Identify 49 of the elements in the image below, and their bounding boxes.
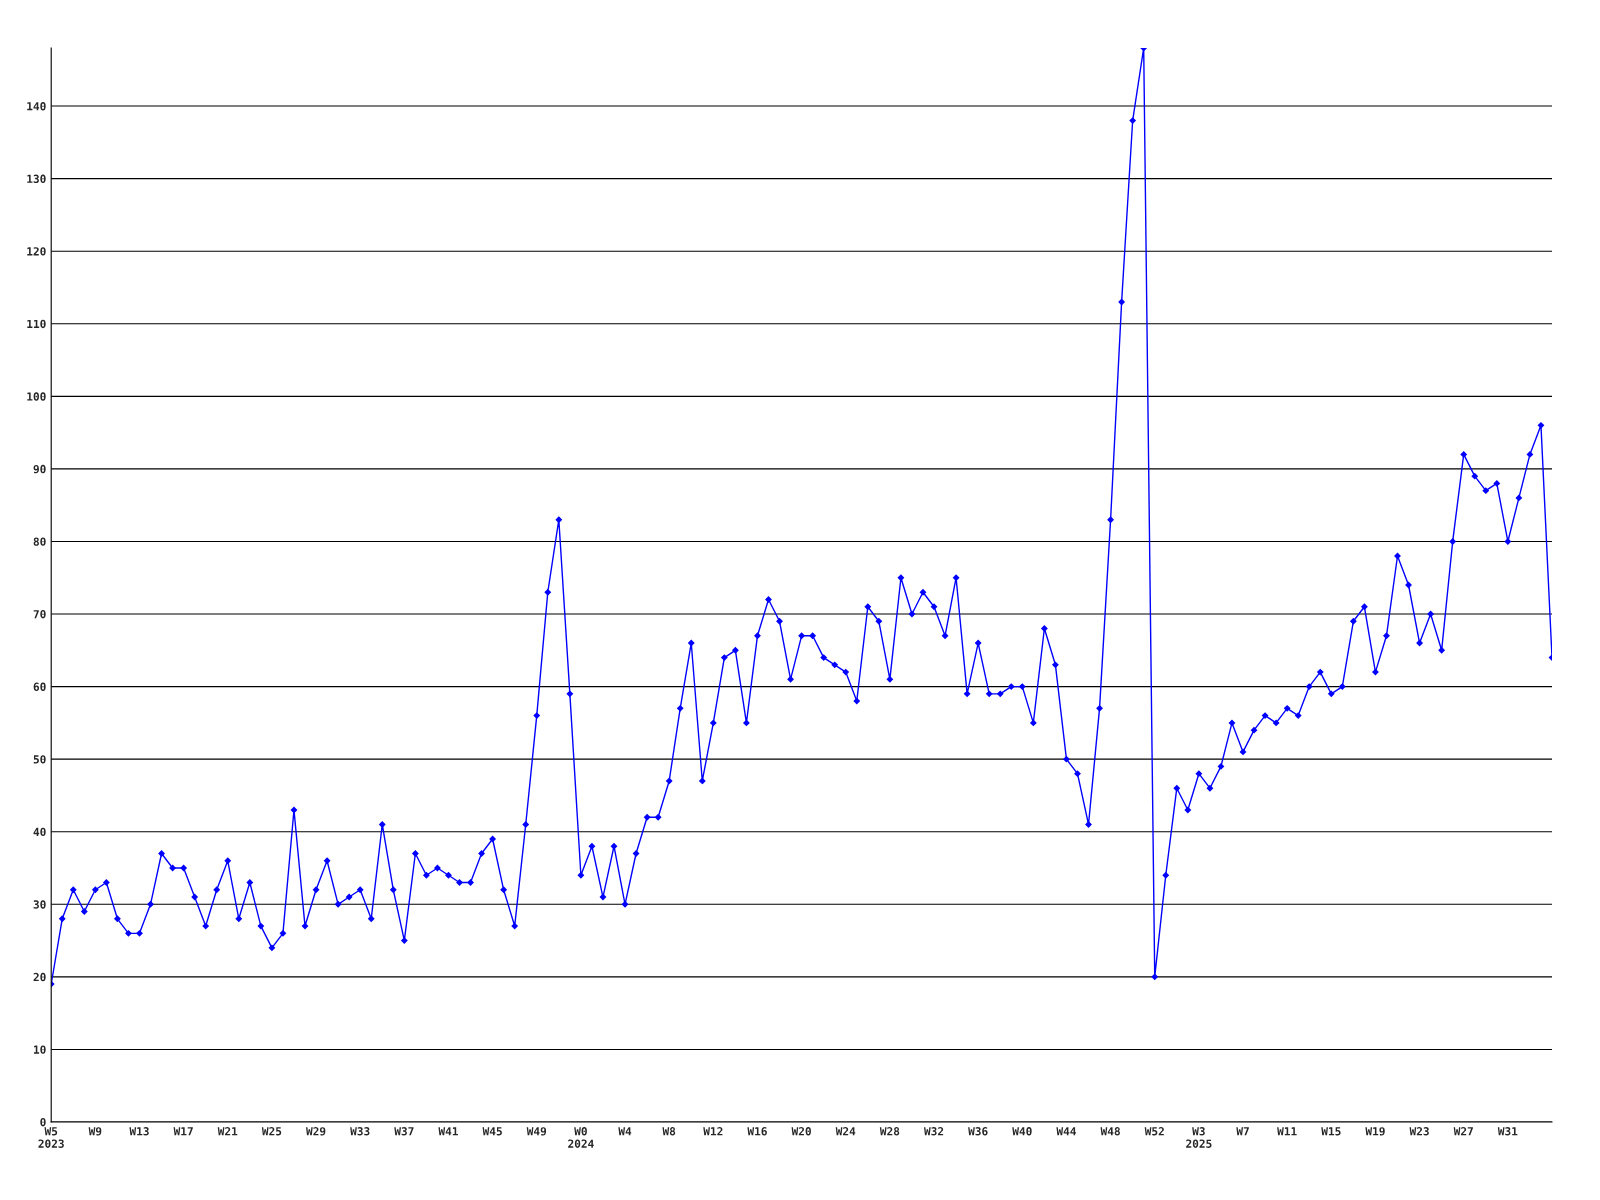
y-tick-label: 10 — [33, 1045, 46, 1054]
y-tick-label: 120 — [27, 247, 46, 256]
x-tick-label: W37 — [394, 1127, 414, 1136]
x-tick-label: W9 — [88, 1127, 102, 1136]
x-tick-label: W45 — [482, 1127, 502, 1136]
x-tick-label: W15 — [1321, 1127, 1341, 1136]
y-tick-label: 130 — [27, 174, 46, 183]
x-tick-label: W20 — [791, 1127, 811, 1136]
x-tick-label: W23 — [1409, 1127, 1429, 1136]
x-tick-label: W7 — [1236, 1127, 1249, 1136]
x-tick-label: W8 — [662, 1127, 676, 1136]
y-tick-label: 0 — [40, 1117, 46, 1127]
x-tick-label: W29 — [306, 1127, 326, 1136]
x-tick-label: W40 — [1012, 1127, 1032, 1136]
y-tick-label: 70 — [33, 610, 46, 619]
x-tick-label: W19 — [1365, 1127, 1385, 1136]
x-tick-label: W4 — [618, 1127, 632, 1136]
x-tick-label: W44 — [1056, 1127, 1076, 1136]
x-tick-label: W52 — [1144, 1127, 1164, 1136]
x-tick-label: W27 — [1453, 1127, 1473, 1136]
x-tick-label: W41 — [438, 1127, 458, 1136]
x-tick-label: W28 — [879, 1127, 900, 1136]
y-tick-label: 110 — [27, 319, 46, 329]
y-tick-label: 60 — [33, 682, 46, 691]
x-tick-label: W3 2025 — [1186, 1127, 1212, 1148]
x-tick-label: W5 2023 — [38, 1127, 64, 1148]
x-tick-label: W25 — [261, 1127, 282, 1136]
y-tick-label: 80 — [33, 537, 46, 546]
x-tick-label: W0 2024 — [568, 1127, 594, 1148]
y-tick-label: 90 — [33, 464, 46, 474]
x-tick-label: W12 — [703, 1127, 723, 1136]
x-tick-label: W24 — [835, 1127, 856, 1136]
x-tick-label: W31 — [1497, 1127, 1518, 1136]
x-tick-label: W11 — [1277, 1127, 1297, 1136]
x-tick-label: W17 — [173, 1127, 193, 1136]
x-tick-label: W13 — [129, 1127, 149, 1136]
y-tick-label: 40 — [33, 827, 46, 837]
y-tick-label: 100 — [27, 392, 46, 401]
x-tick-label: W48 — [1100, 1127, 1120, 1136]
y-tick-label: 30 — [33, 900, 46, 909]
x-tick-label: W33 — [350, 1127, 370, 1136]
x-tick-label: W21 — [217, 1127, 238, 1136]
x-tick-label: W36 — [968, 1127, 988, 1136]
y-tick-label: 140 — [27, 102, 46, 111]
x-tick-label: W16 — [747, 1127, 767, 1136]
y-tick-label: 50 — [33, 755, 46, 764]
x-tick-label: W32 — [923, 1127, 944, 1136]
x-tick-label: W49 — [526, 1127, 547, 1136]
y-tick-label: 20 — [33, 972, 46, 982]
